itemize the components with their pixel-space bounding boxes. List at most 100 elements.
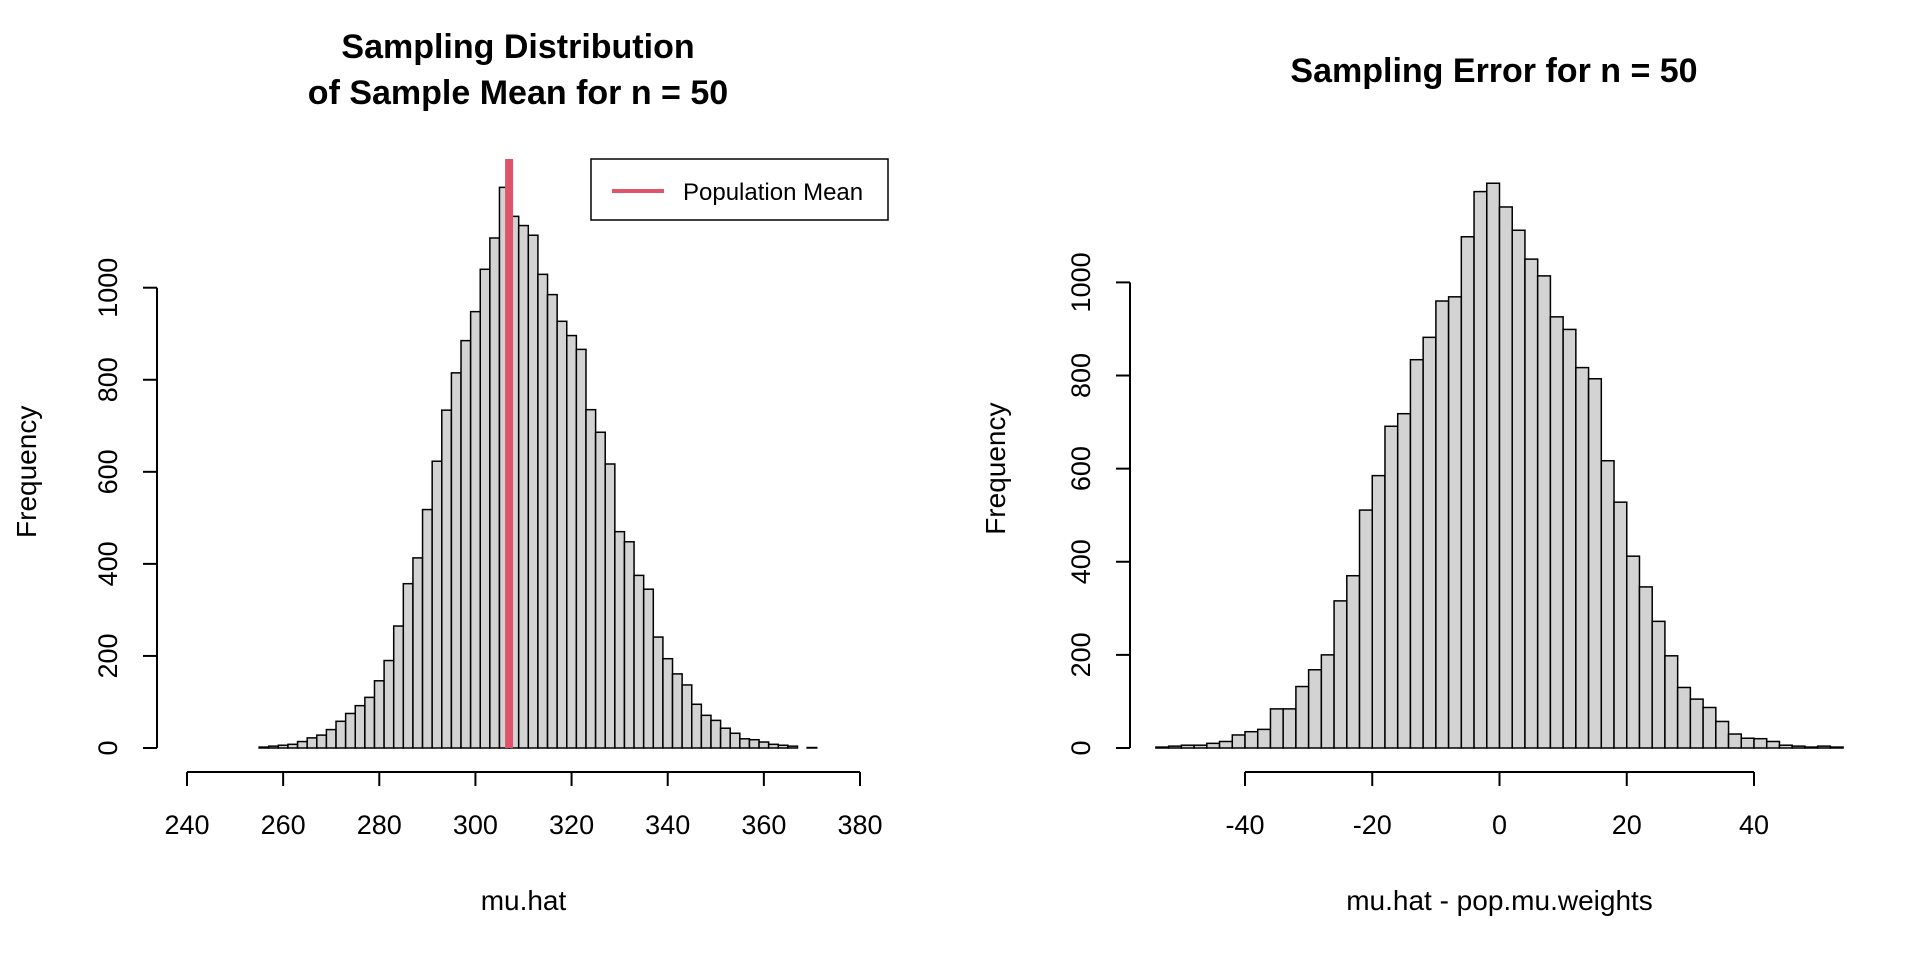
histogram-bar [469,310,481,749]
histogram-bar [1422,336,1437,749]
histogram-bar [1676,686,1692,749]
histogram-bar [758,741,770,749]
histogram-bar [1206,742,1221,749]
histogram-bar [1664,655,1679,749]
histogram-bar [662,657,674,749]
histogram-bar [671,673,683,749]
histogram-bar [258,746,270,749]
chart-title-line-2: of Sample Mean for n = 50 [308,74,728,112]
histogram-bar [700,714,712,749]
x-tick-label: -40 [1225,810,1264,840]
y-tick-label: 0 [1066,740,1096,755]
chart-title-line-1: Sampling Distribution [341,28,694,66]
histogram-bar [1753,737,1768,749]
y-tick-label: 600 [1066,446,1096,491]
x-tick-label: 240 [164,810,209,840]
histogram-bar [1320,654,1335,749]
histogram-bar [1511,229,1526,749]
histogram-bar [412,557,424,749]
histogram-sampling-error: Sampling Error for n = 50 -40 -20 0 20 40 0 2… [980,52,1844,916]
histogram-bars [258,186,818,749]
histogram-bar [604,463,616,749]
histogram-bar [479,268,491,749]
histogram-bar [287,743,299,749]
chart-title: Sampling Error for n = 50 [1290,52,1697,90]
histogram-bar [739,738,751,749]
x-tick-label: 300 [453,810,498,840]
histogram-bar [652,636,664,749]
y-axis-label: Frequency [11,406,42,538]
histogram-bar [1740,737,1755,749]
histogram-bar [1702,706,1717,749]
histogram-bar [1575,366,1590,749]
histogram-bar [1536,275,1552,749]
histogram-bar [1600,459,1615,749]
histogram-bar [1346,574,1361,749]
histogram-bar [546,293,558,749]
x-axis-label: mu.hat - pop.mu.weights [1346,885,1653,916]
y-tick-label: 600 [93,449,123,494]
histogram-bar [1473,190,1488,749]
x-tick-label: 340 [645,810,690,840]
histogram-bar [1218,740,1234,749]
histogram-bar [1460,236,1475,749]
histogram-bar [623,541,635,749]
x-tick-label: -20 [1353,810,1392,840]
x-tick-label: 320 [549,810,594,840]
y-tick-label: 400 [1066,539,1096,584]
histogram-bar [383,659,395,749]
x-tick-label: 260 [261,810,306,840]
x-tick-label: 280 [357,810,402,840]
y-tick-label: 800 [93,357,123,402]
histogram-bar [1295,685,1310,749]
histogram-bar [1524,258,1539,749]
histogram-bar [1384,425,1399,749]
histogram-bar [1231,734,1246,749]
histogram-bar [421,508,433,749]
histogram-bar [1816,745,1832,749]
y-tick-label: 1000 [93,258,123,318]
x-tick-label: 20 [1612,810,1642,840]
histogram-bar [1562,328,1577,749]
histogram-bar [1638,586,1653,749]
histogram-bar [1180,744,1195,749]
histogram-bar [344,712,356,749]
histogram-bar [431,460,443,749]
histogram-bar [1765,740,1781,749]
x-axis-label: mu.hat [481,885,567,916]
x-tick-label: 360 [741,810,786,840]
histogram-bar [402,582,414,749]
x-tick-label: 380 [837,810,882,840]
x-tick-label: 0 [1492,810,1507,840]
histogram-bar [719,727,731,749]
histogram-bar [729,732,741,749]
histogram-bar [1447,296,1463,749]
x-tick-label: 40 [1739,810,1769,840]
histogram-sample-mean: Sampling Distribution of Sample Mean for… [11,28,889,916]
histogram-bar [1804,746,1819,749]
histogram-bar [306,737,318,749]
histogram-bar [1435,300,1450,749]
histogram-bar [441,409,453,749]
histogram-bar [1715,720,1730,749]
histogram-bar [489,237,501,749]
histogram-bar [710,719,722,749]
histogram-bar [1193,744,1208,749]
histogram-bar [681,684,693,749]
histogram-bar [373,680,385,749]
histogram-bar [1269,708,1284,749]
histogram-bar [517,224,530,749]
y-axis: 0 200 400 600 800 1000 [1066,252,1131,756]
histogram-bar [1256,728,1272,749]
histogram-bar [594,431,606,749]
histogram-bar [787,745,799,749]
x-axis: -40 -20 0 20 40 [1225,771,1769,840]
histogram-bar [267,745,280,749]
histogram-bar [614,530,626,749]
histogram-bars [1155,182,1844,749]
histogram-bar [1167,745,1183,749]
histogram-bar [460,339,472,749]
histogram-bar [1282,708,1297,749]
x-axis: 240 260 280 300 320 340 360 380 [164,771,883,840]
